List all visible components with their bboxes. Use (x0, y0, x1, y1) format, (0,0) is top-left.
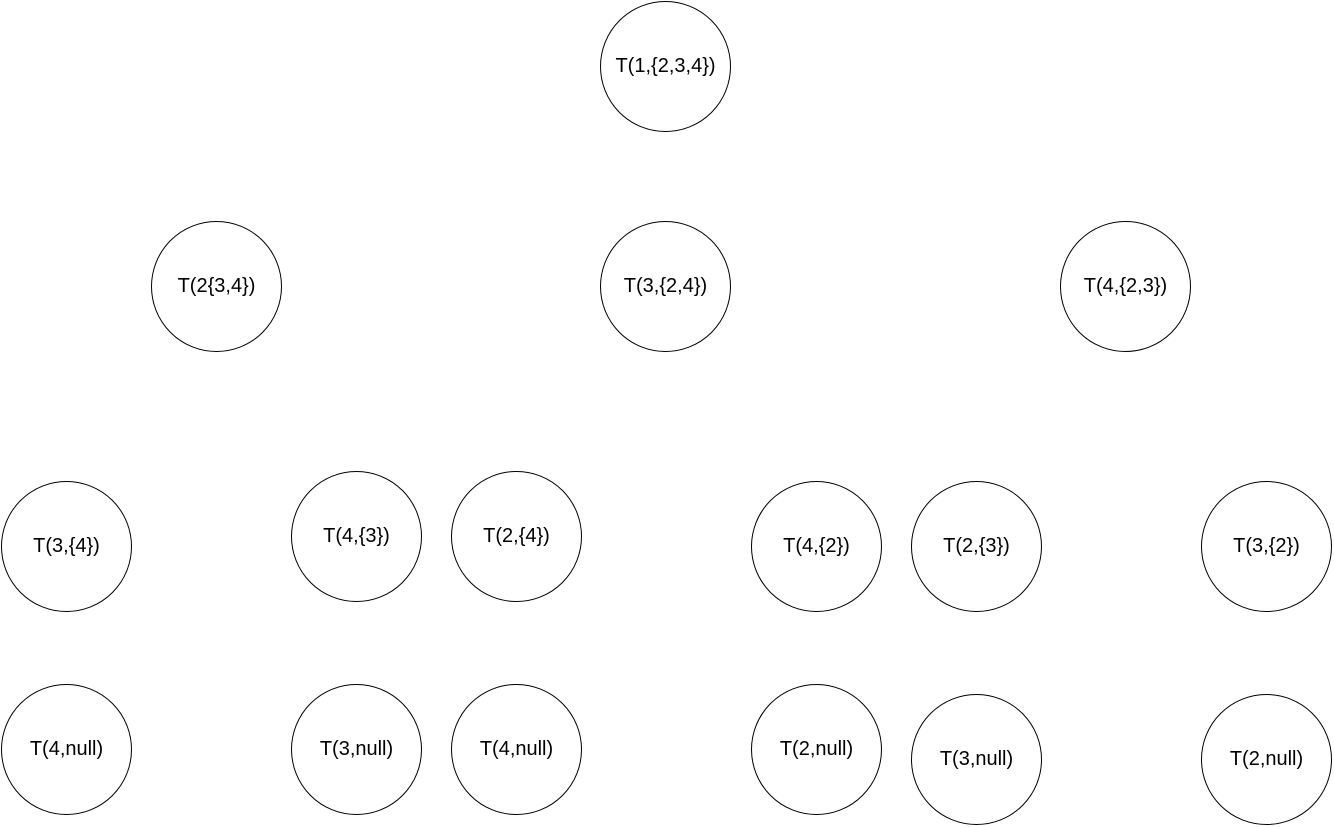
node-label: T(4,{2,3}) (1083, 275, 1168, 297)
node-label: T(2,{4}) (483, 525, 550, 547)
node-level3-2: T(3,null) (291, 684, 422, 815)
node-level2-5: T(2,{3}) (911, 481, 1042, 612)
node-label: T(4,null) (479, 738, 554, 760)
node-label: T(2,null) (779, 738, 854, 760)
node-level1-2: T(3,{2,4}) (600, 221, 731, 352)
node-label: T(2{3,4}) (177, 275, 256, 297)
node-level2-3: T(2,{4}) (451, 471, 582, 602)
node-label: T(1,{2,3,4}) (615, 55, 716, 77)
node-label: T(2,{3}) (943, 535, 1010, 557)
node-label: T(3,{2}) (1233, 535, 1300, 557)
node-label: T(3,null) (319, 738, 394, 760)
node-label: T(4,{2}) (783, 535, 850, 557)
node-label: T(4,null) (29, 738, 104, 760)
node-root: T(1,{2,3,4}) (600, 1, 731, 132)
node-label: T(3,{2,4}) (623, 275, 708, 297)
node-label: T(3,null) (939, 748, 1014, 770)
node-level3-6: T(2,null) (1201, 694, 1332, 825)
node-level1-1: T(2{3,4}) (151, 221, 282, 352)
node-level3-1: T(4,null) (1, 684, 132, 815)
node-level3-3: T(4,null) (451, 684, 582, 815)
node-level2-2: T(4,{3}) (291, 471, 422, 602)
node-level2-6: T(3,{2}) (1201, 481, 1332, 612)
node-level3-5: T(3,null) (911, 694, 1042, 825)
node-level2-1: T(3,{4}) (1, 481, 132, 612)
node-label: T(3,{4}) (33, 535, 100, 557)
node-label: T(4,{3}) (323, 525, 390, 547)
node-label: T(2,null) (1229, 748, 1304, 770)
node-level1-3: T(4,{2,3}) (1060, 221, 1191, 352)
node-level2-4: T(4,{2}) (751, 481, 882, 612)
node-level3-4: T(2,null) (751, 684, 882, 815)
